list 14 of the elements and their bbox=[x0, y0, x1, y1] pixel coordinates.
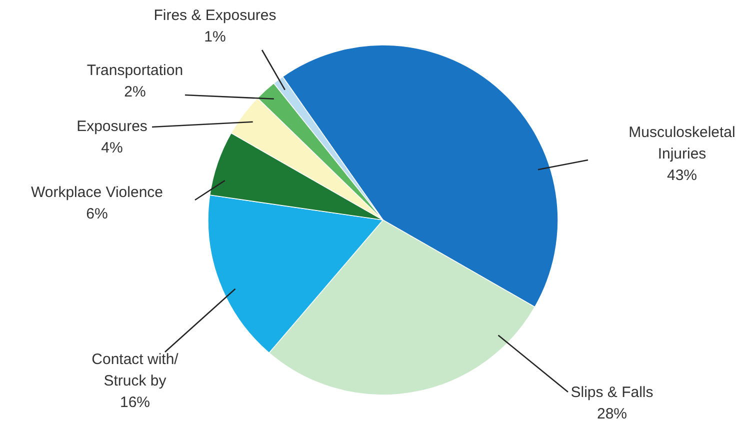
data-label: 4% bbox=[101, 140, 123, 156]
slice-label: Contact with/ Struck by bbox=[92, 351, 180, 390]
slice-label: Exposures bbox=[76, 118, 148, 135]
slice-label: Musculoskeletal Injuries bbox=[628, 124, 736, 162]
data-label: 6% bbox=[86, 206, 108, 222]
slice-label: Fires & Exposures bbox=[154, 7, 276, 24]
data-label: 16% bbox=[120, 394, 150, 411]
data-label: 28% bbox=[596, 406, 628, 422]
slice-label: Workplace Violence bbox=[30, 184, 164, 201]
slice-label: Slips & Falls bbox=[570, 384, 654, 401]
slice-label: Transportation bbox=[86, 62, 184, 79]
data-label: 1% bbox=[204, 28, 226, 46]
data-label: 2% bbox=[124, 84, 146, 100]
data-label: 43% bbox=[666, 167, 698, 184]
